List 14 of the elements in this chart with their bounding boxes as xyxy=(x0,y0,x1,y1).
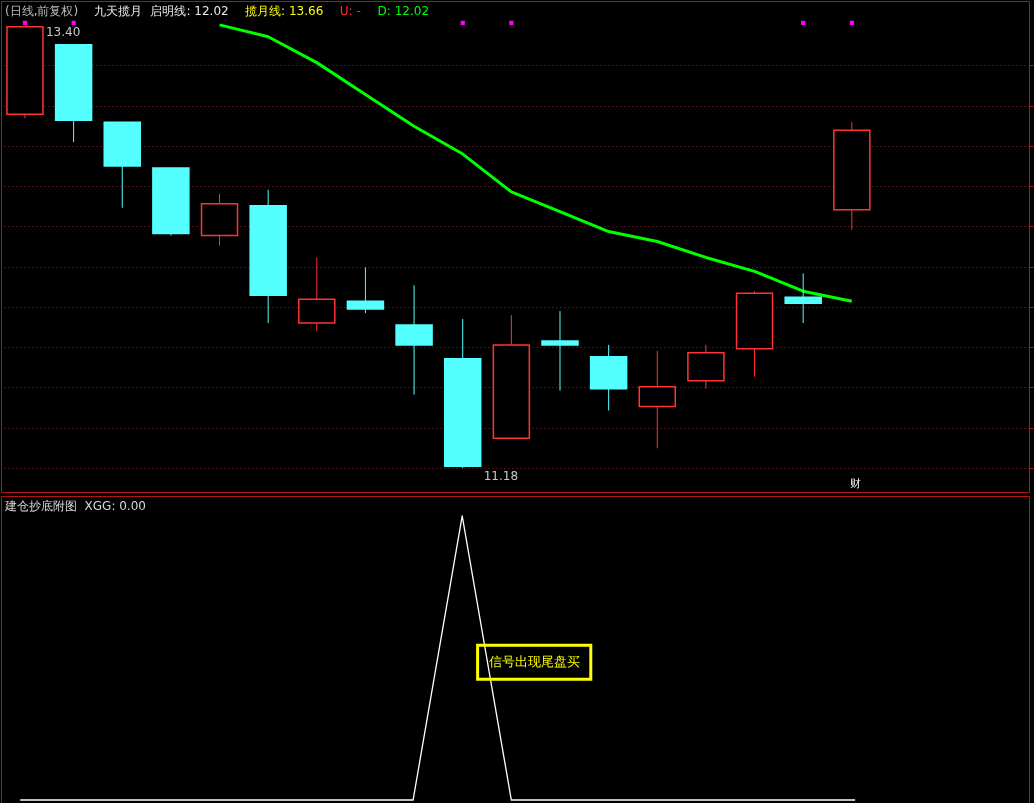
candlestick xyxy=(784,272,822,324)
chart-title: 建仓抄底附图 xyxy=(4,499,77,513)
annotation: 财 xyxy=(849,477,861,490)
chart-title: (日线,前复权) xyxy=(5,4,79,18)
annotation: 13.40 xyxy=(45,24,81,39)
text: XGG: 0.00 xyxy=(84,499,146,513)
candlestick xyxy=(541,310,579,392)
annotation: 信号出现尾盘买 xyxy=(488,654,580,670)
annotation: 启明线: 12.02 xyxy=(150,4,229,18)
annotation: 揽月线: 13.66 xyxy=(245,4,324,18)
annotation: 11.18 xyxy=(483,469,519,484)
annotation: U: - xyxy=(339,4,361,18)
annotation: 九天揽月 xyxy=(94,4,143,18)
annotation: D: 12.02 xyxy=(377,4,430,18)
